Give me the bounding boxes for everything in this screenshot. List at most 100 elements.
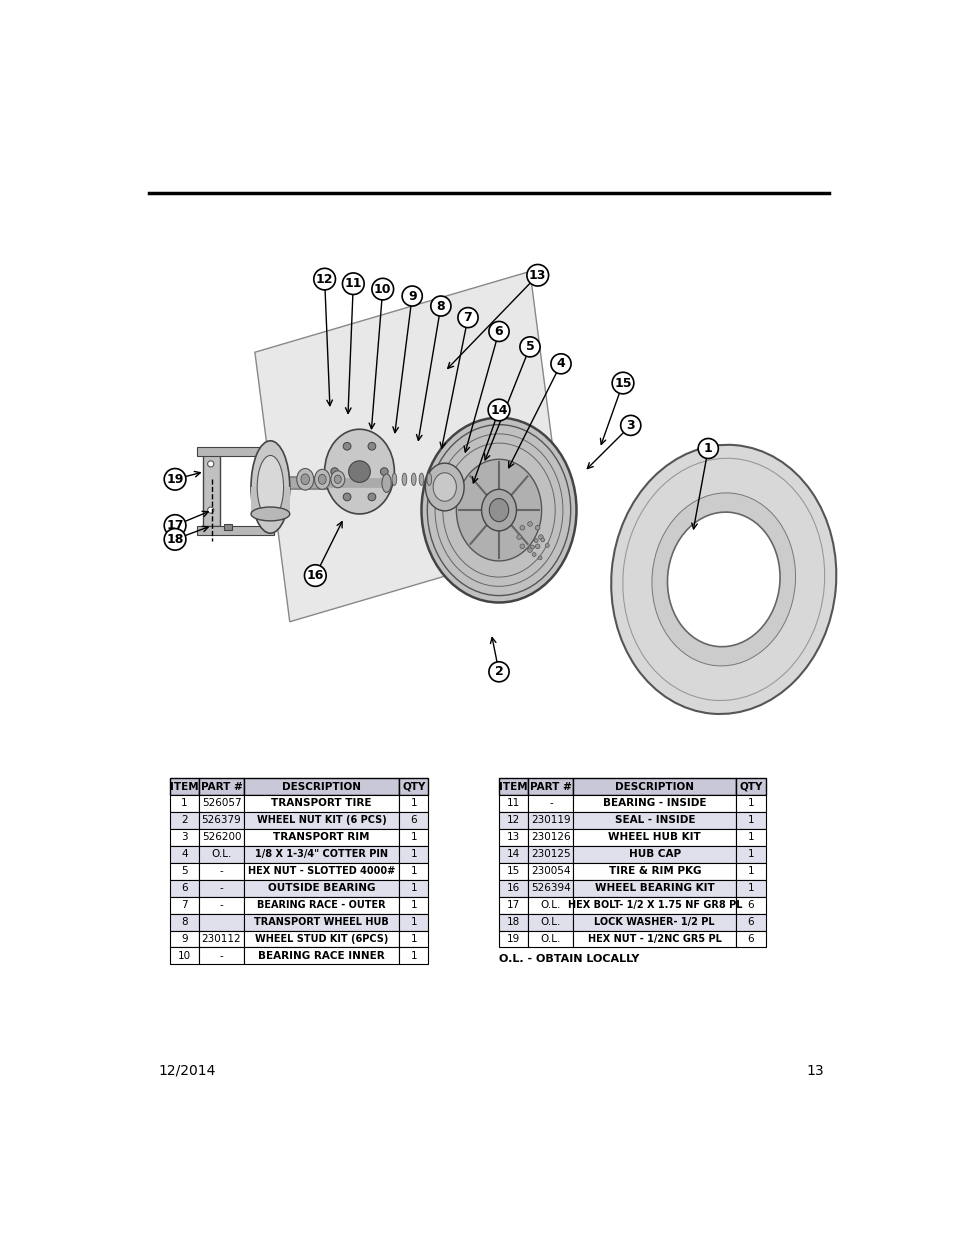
Text: 8: 8 <box>181 918 188 927</box>
Ellipse shape <box>421 417 576 603</box>
Bar <box>170 930 199 947</box>
Ellipse shape <box>489 499 508 521</box>
Circle shape <box>537 535 542 540</box>
Text: 1: 1 <box>747 883 754 893</box>
Text: 1: 1 <box>410 918 416 927</box>
Text: 15: 15 <box>614 377 631 389</box>
Text: 526394: 526394 <box>531 883 570 893</box>
Bar <box>573 930 736 947</box>
Ellipse shape <box>318 474 326 484</box>
Circle shape <box>545 543 549 547</box>
Circle shape <box>517 535 521 540</box>
Text: 230112: 230112 <box>201 934 241 944</box>
Bar <box>736 930 765 947</box>
Text: 18: 18 <box>166 532 184 546</box>
Text: TRANSPORT TIRE: TRANSPORT TIRE <box>271 799 372 809</box>
Circle shape <box>164 515 186 536</box>
Circle shape <box>534 538 537 542</box>
Circle shape <box>368 493 375 500</box>
Bar <box>244 778 398 795</box>
Bar <box>528 829 573 846</box>
Circle shape <box>457 308 477 327</box>
Text: 1: 1 <box>410 799 416 809</box>
Text: WHEEL STUD KIT (6PCS): WHEEL STUD KIT (6PCS) <box>254 934 388 944</box>
Bar <box>199 914 244 930</box>
Bar <box>199 795 244 811</box>
Ellipse shape <box>296 468 314 490</box>
Text: 2: 2 <box>494 666 503 678</box>
Text: 1: 1 <box>410 850 416 860</box>
Text: 7: 7 <box>181 900 188 910</box>
Text: WHEEL NUT KIT (6 PCS): WHEEL NUT KIT (6 PCS) <box>256 815 386 825</box>
Text: 230119: 230119 <box>531 815 570 825</box>
Text: 6: 6 <box>410 815 416 825</box>
Circle shape <box>550 353 571 374</box>
Text: 17: 17 <box>166 519 184 532</box>
Ellipse shape <box>418 473 423 485</box>
Text: TRANSPORT RIM: TRANSPORT RIM <box>273 832 370 842</box>
Text: DESCRIPTION: DESCRIPTION <box>615 782 694 792</box>
Bar <box>528 863 573 879</box>
Text: 6: 6 <box>747 900 754 910</box>
Text: 16: 16 <box>507 883 519 893</box>
Bar <box>170 947 199 965</box>
Circle shape <box>208 461 213 467</box>
Bar <box>498 795 528 811</box>
Bar <box>498 846 528 863</box>
Bar <box>573 778 736 795</box>
Text: 13: 13 <box>529 269 546 282</box>
Bar <box>244 795 398 811</box>
Circle shape <box>402 287 422 306</box>
Text: QTY: QTY <box>401 782 425 792</box>
Ellipse shape <box>314 469 330 489</box>
Bar <box>736 846 765 863</box>
Text: HEX BOLT- 1/2 X 1.75 NF GR8 PL: HEX BOLT- 1/2 X 1.75 NF GR8 PL <box>567 900 741 910</box>
Bar <box>199 879 244 897</box>
Bar <box>528 930 573 947</box>
Bar <box>736 914 765 930</box>
Ellipse shape <box>611 445 836 714</box>
Bar <box>398 829 428 846</box>
Text: 10: 10 <box>177 951 191 961</box>
Text: 2: 2 <box>181 815 188 825</box>
Bar <box>398 846 428 863</box>
Circle shape <box>527 521 532 526</box>
Bar <box>398 811 428 829</box>
Circle shape <box>527 548 532 552</box>
Bar <box>498 914 528 930</box>
Text: 526200: 526200 <box>202 832 241 842</box>
Circle shape <box>164 468 186 490</box>
Text: 526379: 526379 <box>201 815 241 825</box>
Text: 9: 9 <box>408 289 416 303</box>
Text: 1: 1 <box>703 442 712 454</box>
Bar <box>398 930 428 947</box>
Text: HEX NUT - 1/2NC GR5 PL: HEX NUT - 1/2NC GR5 PL <box>587 934 721 944</box>
Ellipse shape <box>301 474 309 484</box>
Bar <box>573 879 736 897</box>
Circle shape <box>540 538 544 542</box>
Bar <box>573 914 736 930</box>
Bar <box>244 897 398 914</box>
Polygon shape <box>196 526 274 535</box>
Text: 1: 1 <box>410 934 416 944</box>
Text: -: - <box>219 883 223 893</box>
Circle shape <box>488 321 509 341</box>
Circle shape <box>530 545 534 548</box>
Text: WHEEL BEARING KIT: WHEEL BEARING KIT <box>595 883 714 893</box>
Bar <box>736 811 765 829</box>
Polygon shape <box>196 447 274 456</box>
Bar <box>498 863 528 879</box>
Bar <box>170 811 199 829</box>
Bar <box>170 863 199 879</box>
Text: ITEM: ITEM <box>498 782 527 792</box>
Bar <box>199 863 244 879</box>
Ellipse shape <box>425 463 464 511</box>
Text: 14: 14 <box>507 850 519 860</box>
Bar <box>244 811 398 829</box>
Ellipse shape <box>651 493 795 666</box>
Text: 12: 12 <box>507 815 519 825</box>
Ellipse shape <box>481 489 516 531</box>
Bar <box>398 879 428 897</box>
Bar <box>199 846 244 863</box>
Bar <box>199 829 244 846</box>
